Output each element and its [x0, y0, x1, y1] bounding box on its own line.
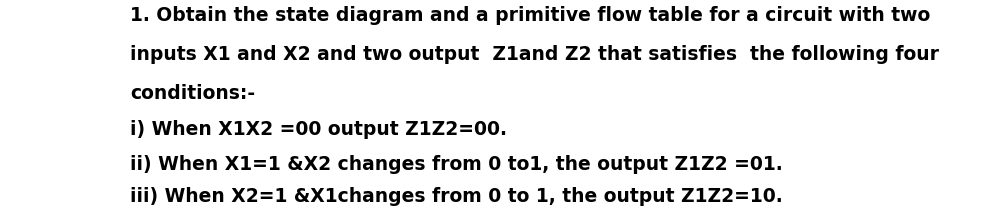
Text: ii) When X1=1 &X2 changes from 0 to1, the output Z1Z2 =01.: ii) When X1=1 &X2 changes from 0 to1, th…	[130, 155, 783, 174]
Text: 1. Obtain the state diagram and a primitive flow table for a circuit with two: 1. Obtain the state diagram and a primit…	[130, 6, 930, 25]
Text: inputs X1 and X2 and two output  Z1and Z2 that satisfies  the following four: inputs X1 and X2 and two output Z1and Z2…	[130, 45, 939, 64]
Text: iii) When X2=1 &X1changes from 0 to 1, the output Z1Z2=10.: iii) When X2=1 &X1changes from 0 to 1, t…	[130, 187, 783, 206]
Text: conditions:-: conditions:-	[130, 84, 255, 103]
Text: i) When X1X2 =00 output Z1Z2=00.: i) When X1X2 =00 output Z1Z2=00.	[130, 120, 508, 139]
